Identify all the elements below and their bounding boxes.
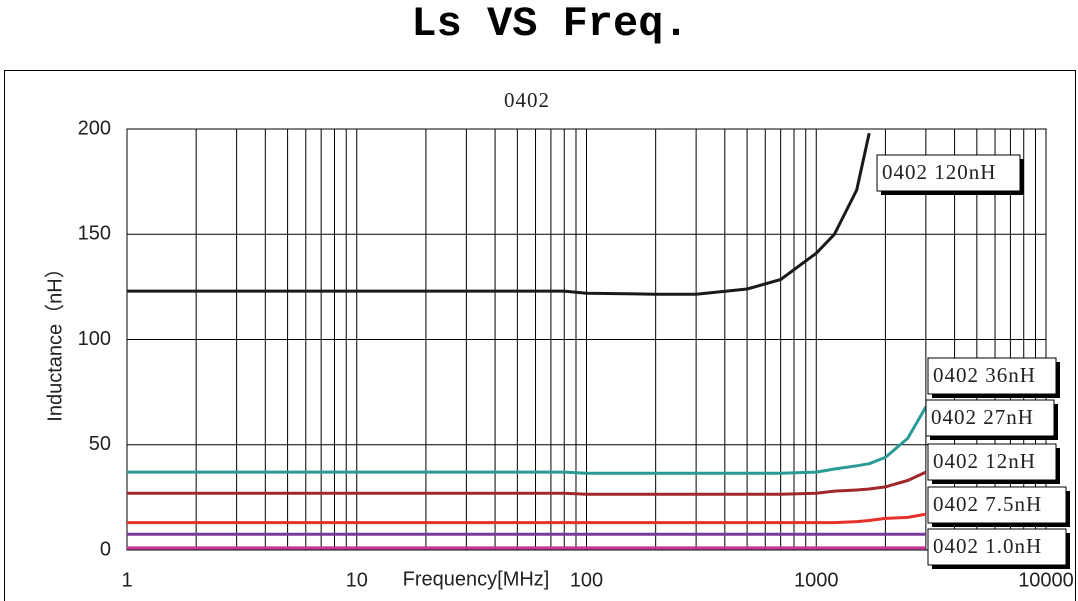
legend-item: 0402 1.0nH — [927, 528, 1070, 569]
y-tick-label: 100 — [78, 328, 111, 350]
y-tick-label: 200 — [78, 117, 111, 139]
legend-box — [876, 154, 1021, 192]
chart-title: Ls VS Freq. — [411, 0, 688, 48]
legend-item: 0402 7.5nH — [927, 486, 1070, 527]
x-axis-label: Frequency[MHz] — [403, 568, 550, 590]
legend-item: 0402 36nH — [927, 357, 1060, 398]
legend-label: 0402 7.5nH — [933, 492, 1042, 516]
legend-label: 0402 1.0nH — [933, 534, 1042, 558]
legend-box — [927, 357, 1057, 395]
legend-box — [927, 528, 1067, 566]
x-tick-label: 1 — [121, 569, 132, 591]
series-line — [127, 132, 871, 296]
chart-frame — [4, 70, 1076, 601]
series-line — [127, 512, 927, 525]
legend-label: 0402 12nH — [933, 449, 1036, 473]
y-tick-label: 0 — [100, 538, 111, 560]
series-line — [127, 406, 928, 475]
x-tick-label: 10000 — [1018, 569, 1074, 591]
legend-box — [925, 399, 1055, 437]
legend-label: 0402 120nH — [882, 160, 996, 184]
series-line — [127, 470, 927, 496]
y-axis-label: Inductance（nH） — [43, 258, 66, 421]
chart-subtitle: 0402 — [504, 88, 550, 112]
legend-item: 0402 27nH — [925, 399, 1058, 440]
x-tick-label: 10 — [346, 569, 368, 591]
legend-box — [927, 486, 1067, 524]
y-tick-label: 50 — [89, 433, 111, 455]
legend-item: 0402 120nH — [876, 154, 1024, 195]
legend-label: 0402 36nH — [933, 363, 1036, 387]
legend-label: 0402 27nH — [931, 405, 1034, 429]
legend-item: 0402 12nH — [927, 443, 1060, 484]
y-tick-label: 150 — [78, 223, 111, 245]
legend-box — [927, 443, 1057, 481]
x-tick-label: 100 — [570, 569, 603, 591]
x-tick-label: 1000 — [794, 569, 839, 591]
